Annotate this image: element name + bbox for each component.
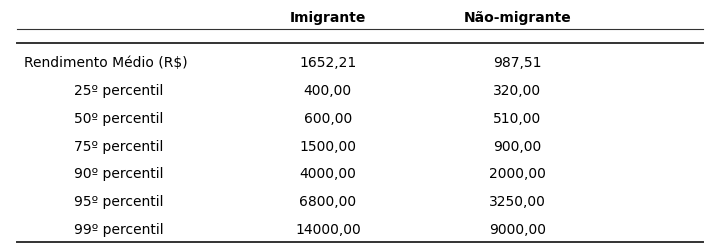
Text: 14000,00: 14000,00 [295, 222, 361, 236]
Text: 50º percentil: 50º percentil [74, 111, 163, 125]
Text: Imigrante: Imigrante [289, 11, 366, 24]
Text: 6800,00: 6800,00 [300, 194, 356, 208]
Text: 99º percentil: 99º percentil [74, 222, 164, 236]
Text: 9000,00: 9000,00 [489, 222, 546, 236]
Text: 1652,21: 1652,21 [300, 56, 356, 70]
Text: 900,00: 900,00 [493, 139, 541, 153]
Text: 1500,00: 1500,00 [300, 139, 356, 153]
Text: 320,00: 320,00 [493, 84, 541, 98]
Text: 600,00: 600,00 [304, 111, 352, 125]
Text: 400,00: 400,00 [304, 84, 352, 98]
Text: Não-migrante: Não-migrante [463, 11, 571, 24]
Text: 2000,00: 2000,00 [489, 167, 546, 180]
Text: 95º percentil: 95º percentil [74, 194, 163, 208]
Text: 25º percentil: 25º percentil [74, 84, 163, 98]
Text: 3250,00: 3250,00 [489, 194, 546, 208]
Text: 510,00: 510,00 [493, 111, 541, 125]
Text: 987,51: 987,51 [493, 56, 541, 70]
Text: 90º percentil: 90º percentil [74, 167, 163, 180]
Text: Rendimento Médio (R$): Rendimento Médio (R$) [24, 56, 188, 70]
Text: 75º percentil: 75º percentil [74, 139, 163, 153]
Text: 4000,00: 4000,00 [300, 167, 356, 180]
